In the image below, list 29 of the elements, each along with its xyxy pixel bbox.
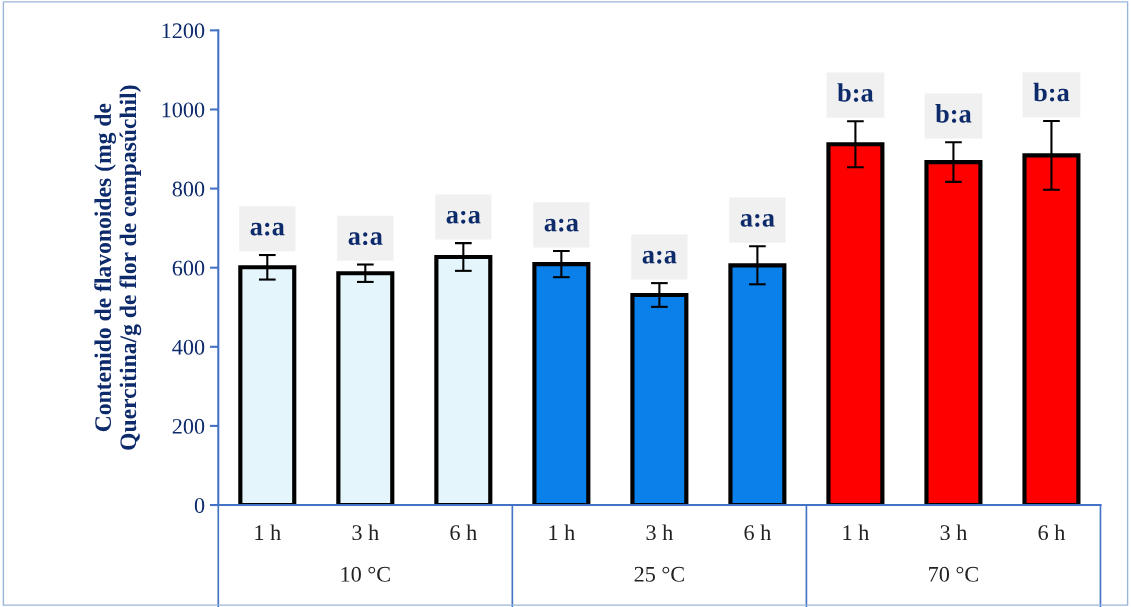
data-label: a:a <box>348 232 383 246</box>
data-label: a:a <box>544 218 579 232</box>
x-tick-label: 1 h <box>549 524 575 540</box>
x-tick-label: 1 h <box>255 524 281 540</box>
text: 25 °C <box>634 566 684 582</box>
data-label: b:a <box>935 104 972 123</box>
text: 10 °C <box>341 566 390 582</box>
text: 70 °C <box>929 566 978 582</box>
y-tick-label: 0 <box>194 497 205 513</box>
y-tick-label: 1000 <box>162 102 205 118</box>
y-tick-label: 800 <box>172 181 205 197</box>
x-tick-label: 3 h <box>940 524 968 541</box>
x-tick-label: 3 h <box>646 524 673 541</box>
data-label: b:a <box>1033 82 1070 102</box>
x-tick-label: 6 h <box>744 524 771 541</box>
x-tick-label: 6 h <box>450 524 477 541</box>
data-label: a:a <box>446 210 481 224</box>
data-label: a:a <box>642 250 677 264</box>
y-axis-title: Contenido de flavonoides (mg de Quercitina/g de flor de cempasúchil) <box>94 85 142 450</box>
data-label: a:a <box>740 214 775 227</box>
y-tick-label: 400 <box>172 339 205 355</box>
y-tick-label: 200 <box>172 418 205 434</box>
x-tick-label: 3 h <box>352 524 379 541</box>
x-tick-label: 6 h <box>1038 524 1066 541</box>
data-label: a:a <box>250 222 285 236</box>
y-tick-label: 1200 <box>162 23 205 39</box>
data-label: b:a <box>837 83 874 102</box>
y-tick-label: 600 <box>172 260 205 276</box>
x-tick-label: 1 h <box>843 524 870 540</box>
